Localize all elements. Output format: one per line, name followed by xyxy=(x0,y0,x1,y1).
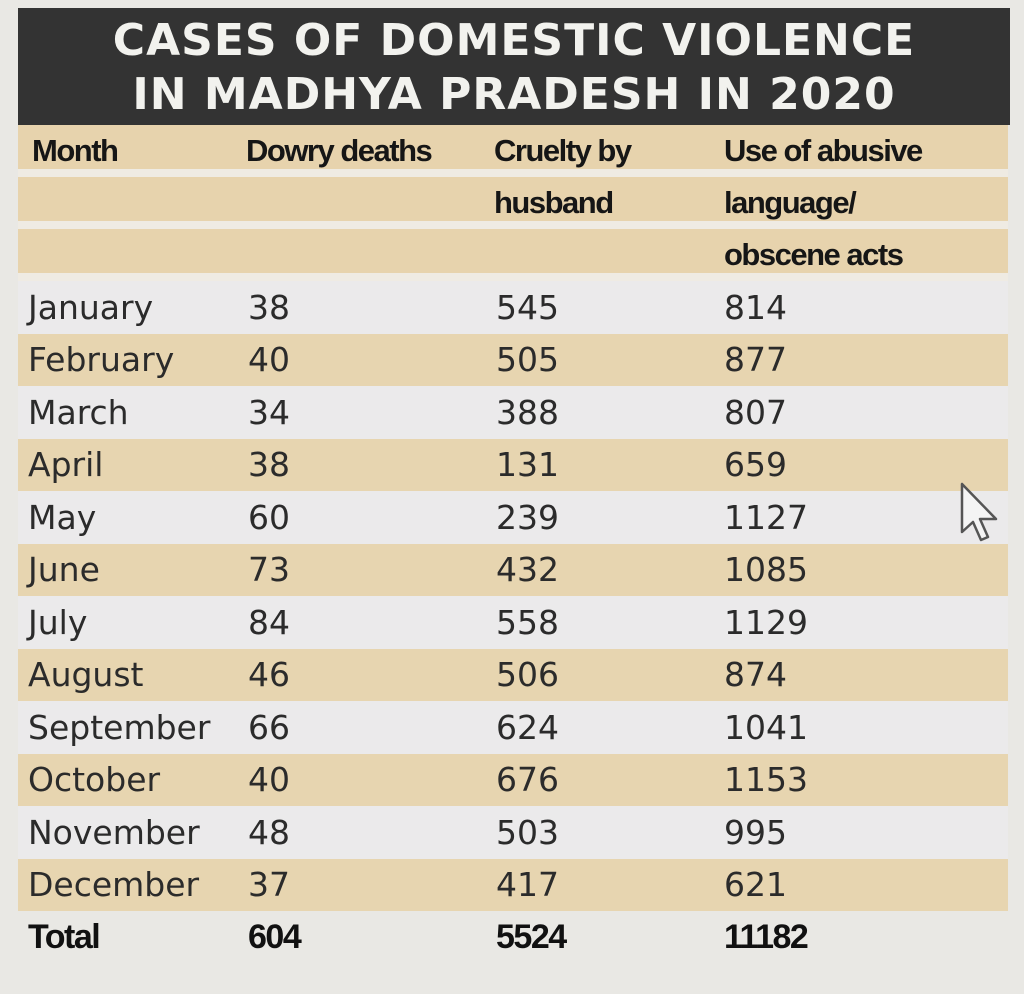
header-dowry-deaths: Dowry deaths xyxy=(240,125,490,281)
cell-month: October xyxy=(18,753,240,806)
cell-abuse: 621 xyxy=(698,858,1008,911)
cell-cruelty: 417 xyxy=(490,858,698,911)
cell-dowry: 48 xyxy=(240,806,490,859)
mouse-pointer-icon xyxy=(960,482,998,542)
cell-abuse: 807 xyxy=(698,386,1008,439)
table-body: January 38 545 814 February 40 505 877 March 34 38… xyxy=(18,281,1008,911)
cell-month: September xyxy=(18,701,240,754)
cell-dowry: 60 xyxy=(240,491,490,544)
cell-dowry: 34 xyxy=(240,386,490,439)
cell-cruelty: 239 xyxy=(490,491,698,544)
title-line-2: IN MADHYA PRADESH IN 2020 xyxy=(132,68,896,120)
cell-cruelty: 505 xyxy=(490,333,698,386)
table-row: March 34 388 807 xyxy=(18,386,1008,439)
table-row: September 66 624 1041 xyxy=(18,701,1008,754)
cell-dowry: 46 xyxy=(240,648,490,701)
header-abusive-language: Use of abusive language/obscene acts xyxy=(698,125,1008,281)
table-row: November 48 503 995 xyxy=(18,806,1008,859)
cell-cruelty: 432 xyxy=(490,543,698,596)
cell-dowry: 40 xyxy=(240,333,490,386)
cell-month: November xyxy=(18,806,240,859)
cell-abuse: 814 xyxy=(698,281,1008,334)
cell-abuse: 1085 xyxy=(698,543,1008,596)
cell-abuse: 1041 xyxy=(698,701,1008,754)
table-row: February 40 505 877 xyxy=(18,333,1008,386)
total-abusive-language: 11182 xyxy=(698,911,1008,963)
table-row: August 46 506 874 xyxy=(18,648,1008,701)
cell-month: March xyxy=(18,386,240,439)
cell-abuse: 995 xyxy=(698,806,1008,859)
cell-abuse: 1127 xyxy=(698,491,1008,544)
table-row: May 60 239 1127 xyxy=(18,491,1008,544)
cell-cruelty: 624 xyxy=(490,701,698,754)
cell-abuse: 1153 xyxy=(698,753,1008,806)
total-label: Total xyxy=(18,911,240,963)
cell-month: April xyxy=(18,438,240,491)
cell-month: December xyxy=(18,858,240,911)
cell-month: February xyxy=(18,333,240,386)
cell-cruelty: 388 xyxy=(490,386,698,439)
cell-dowry: 66 xyxy=(240,701,490,754)
total-row: Total 604 5524 11182 xyxy=(18,911,1008,963)
total-dowry-deaths: 604 xyxy=(240,911,490,963)
cell-cruelty: 506 xyxy=(490,648,698,701)
cell-dowry: 84 xyxy=(240,596,490,649)
title-banner: CASES OF DOMESTIC VIOLENCE IN MADHYA PRA… xyxy=(18,8,1010,125)
table-row: January 38 545 814 xyxy=(18,281,1008,334)
table-row: July 84 558 1129 xyxy=(18,596,1008,649)
cell-month: January xyxy=(18,281,240,334)
cell-month: August xyxy=(18,648,240,701)
cell-month: July xyxy=(18,596,240,649)
cell-dowry: 37 xyxy=(240,858,490,911)
cell-dowry: 38 xyxy=(240,438,490,491)
cell-abuse: 874 xyxy=(698,648,1008,701)
cell-cruelty: 503 xyxy=(490,806,698,859)
table-row: December 37 417 621 xyxy=(18,858,1008,911)
cell-cruelty: 558 xyxy=(490,596,698,649)
cell-dowry: 73 xyxy=(240,543,490,596)
cell-dowry: 38 xyxy=(240,281,490,334)
cell-abuse: 659 xyxy=(698,438,1008,491)
table-row: April 38 131 659 xyxy=(18,438,1008,491)
table-row: June 73 432 1085 xyxy=(18,543,1008,596)
header-cruelty-by-husband: Cruelty by husband xyxy=(490,125,698,281)
cell-cruelty: 676 xyxy=(490,753,698,806)
table-row: October 40 676 1153 xyxy=(18,753,1008,806)
cell-cruelty: 545 xyxy=(490,281,698,334)
cell-cruelty: 131 xyxy=(490,438,698,491)
cell-month: May xyxy=(18,491,240,544)
total-cruelty: 5524 xyxy=(490,911,698,963)
header-month: Month xyxy=(18,125,240,281)
cell-dowry: 40 xyxy=(240,753,490,806)
cell-abuse: 877 xyxy=(698,333,1008,386)
cell-month: June xyxy=(18,543,240,596)
header-row: Month Dowry deaths Cruelty by husband Use… xyxy=(18,125,1008,281)
domestic-violence-table: Month Dowry deaths Cruelty by husband Use… xyxy=(18,125,1008,963)
cell-abuse: 1129 xyxy=(698,596,1008,649)
title-line-1: CASES OF DOMESTIC VIOLENCE xyxy=(112,14,916,66)
